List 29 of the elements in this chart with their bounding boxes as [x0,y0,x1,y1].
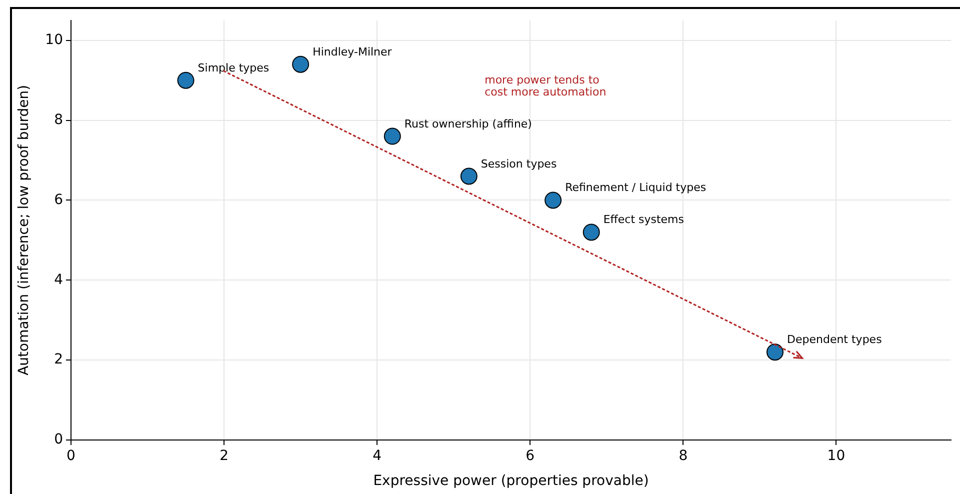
series-label: Dependent types [787,333,882,346]
point [460,168,478,185]
point [582,224,600,241]
x-tick-label: 8 [678,448,688,464]
y-tick-label: 0 [54,432,63,448]
series-label: Simple types [198,61,270,74]
x-tick-label: 2 [220,448,229,464]
series-label: Session types [480,157,557,170]
y-axis-title: Automation (inference; low proof burden) [16,84,32,376]
point [766,344,784,361]
series-label: Hindley-Milner [312,45,392,58]
x-tick-label: 6 [526,448,535,464]
y-tick-label: 6 [54,192,64,208]
point [544,192,562,209]
series-label: Effect systems [603,213,684,226]
x-tick-label: 10 [827,448,846,464]
point [384,128,401,145]
series-label: Refinement / Liquid types [565,181,706,194]
y-tick-label: 10 [45,32,63,48]
x-tick-label: 4 [372,448,382,464]
x-tick-label: 0 [66,448,76,464]
point [177,72,194,89]
series-label: Rust ownership (affine) [404,117,532,130]
y-tick-label: 2 [54,352,63,368]
y-tick-label: 4 [54,272,64,288]
y-tick-label: 8 [54,112,63,128]
point [292,56,310,73]
x-axis-title: Expressive power (properties provable) [373,473,649,490]
annotation: more power tends to cost more automation [484,73,606,98]
